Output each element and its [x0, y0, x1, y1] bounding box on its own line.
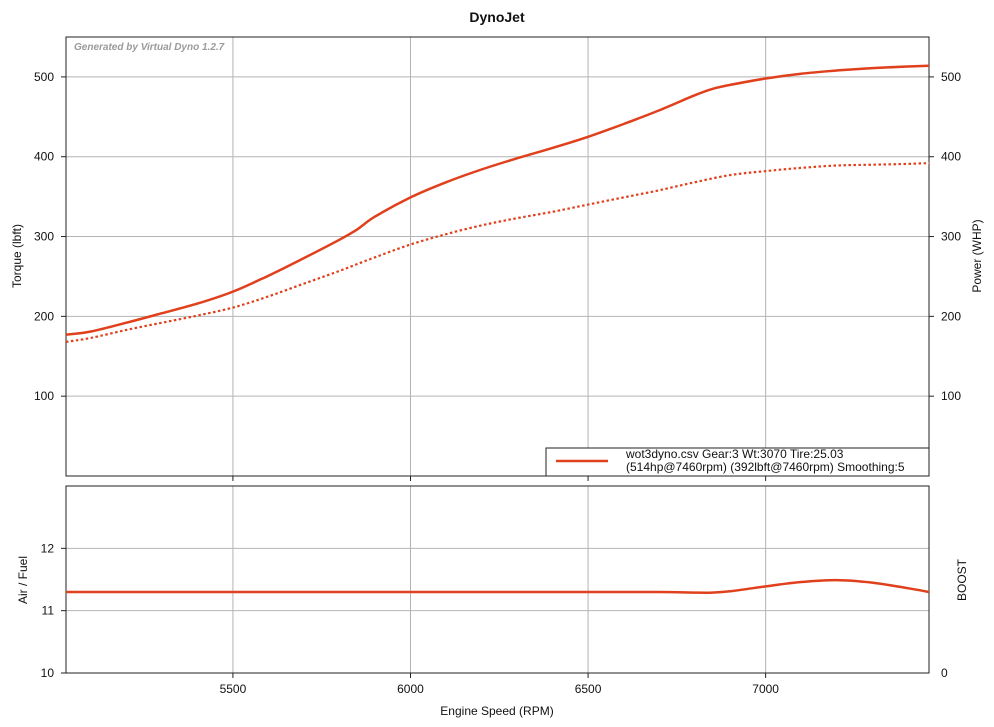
air-fuel-series-line-1 — [66, 578, 930, 594]
torque-power-series-line-2 — [65, 162, 930, 343]
y2-tick-label: 200 — [941, 309, 961, 323]
chart-title: DynoJet — [469, 9, 525, 25]
y-tick-label: 12 — [41, 541, 55, 555]
torque-power-series-line-1 — [65, 64, 930, 336]
y2-tick-label: 0 — [941, 666, 948, 680]
y-tick-label: 500 — [34, 70, 54, 84]
y-axis-label-air-fuel: Air / Fuel — [16, 556, 30, 604]
y2-tick-label: 300 — [941, 230, 961, 244]
y-axis-label-boost: BOOST — [955, 558, 969, 601]
y-tick-label: 200 — [34, 309, 54, 323]
x-axis-label: Engine Speed (RPM) — [440, 704, 553, 718]
y-tick-label: 300 — [34, 230, 54, 244]
torque-power-ticks: 100 200 300 400 500 100 200 300 400 500 — [34, 70, 961, 481]
y2-tick-label: 100 — [941, 389, 961, 403]
y2-tick-label: 400 — [941, 150, 961, 164]
x-tick-label: 7000 — [752, 682, 779, 696]
y-tick-label: 100 — [34, 389, 54, 403]
y-tick-label: 400 — [34, 150, 54, 164]
torque-power-frame — [65, 36, 930, 477]
air-fuel-panel: 5500 6000 6500 7000 10 11 12 0 Air / Fuel BOOST… — [16, 485, 969, 718]
x-tick-label: 6000 — [397, 682, 424, 696]
torque-power-panel: 100 200 300 400 500 100 200 300 400 500 Generated… — [10, 36, 984, 481]
legend-line-2: (514hp@7460rpm) (392lbft@7460rpm) Smooth… — [626, 460, 905, 474]
air-fuel-frame — [65, 485, 930, 674]
y-axis-label-torque: Torque (lbft) — [10, 224, 24, 288]
y2-tick-label: 500 — [941, 70, 961, 84]
legend: wot3dyno.csv Gear:3 Wt:3070 Tire:25.03 (… — [545, 447, 930, 477]
torque-power-series — [65, 64, 930, 343]
x-tick-label: 5500 — [220, 682, 247, 696]
y-tick-label: 10 — [41, 666, 55, 680]
air-fuel-grid — [66, 486, 929, 673]
air-fuel-series — [66, 578, 930, 594]
legend-box — [545, 447, 930, 477]
x-tick-label: 6500 — [575, 682, 602, 696]
air-fuel-ticks: 5500 6000 6500 7000 10 11 12 0 — [41, 541, 948, 696]
torque-power-grid — [66, 37, 929, 476]
watermark: Generated by Virtual Dyno 1.2.7 — [74, 42, 225, 53]
y-axis-label-power: Power (WHP) — [970, 219, 984, 292]
y-tick-label: 11 — [42, 604, 55, 618]
legend-line-1: wot3dyno.csv Gear:3 Wt:3070 Tire:25.03 — [625, 447, 844, 461]
